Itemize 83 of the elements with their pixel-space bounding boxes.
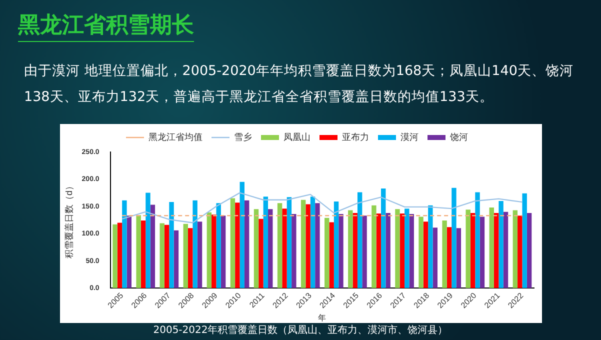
bar xyxy=(489,208,494,288)
bar xyxy=(140,220,146,288)
bar xyxy=(164,224,170,288)
bar xyxy=(526,212,532,288)
bar xyxy=(117,222,122,288)
bar xyxy=(206,212,212,288)
bar xyxy=(348,210,353,288)
bar xyxy=(428,205,433,288)
bar xyxy=(169,202,174,288)
bar xyxy=(310,196,316,288)
bar xyxy=(126,216,132,288)
bar xyxy=(197,222,202,288)
bar xyxy=(286,197,292,288)
bar xyxy=(235,202,240,288)
bar xyxy=(230,198,236,288)
bar xyxy=(404,208,410,288)
bar xyxy=(352,212,358,288)
bar xyxy=(146,192,150,288)
bar xyxy=(475,192,480,288)
bar xyxy=(324,218,330,288)
bar xyxy=(160,223,164,288)
bar xyxy=(372,205,376,288)
bar xyxy=(292,214,296,288)
legend-label: 雪乡 xyxy=(234,132,252,142)
bar xyxy=(188,228,193,288)
bar xyxy=(466,210,470,288)
bar xyxy=(381,188,386,288)
bar xyxy=(258,218,264,288)
bar xyxy=(442,220,447,288)
bar xyxy=(315,203,320,288)
x-axis-title: 年 xyxy=(318,313,326,322)
text: 2005-2022年积雪覆盖日数（凤凰山、亚布力、漠河市、饶河县） xyxy=(152,324,449,337)
bar xyxy=(122,200,127,288)
legend-label: 亚布力 xyxy=(342,132,369,142)
bar xyxy=(216,203,221,288)
bar xyxy=(376,213,382,288)
bar xyxy=(522,193,527,288)
bar xyxy=(192,200,198,288)
bar xyxy=(150,204,156,288)
bar xyxy=(244,200,250,288)
bar xyxy=(212,214,216,288)
bar xyxy=(112,224,118,288)
bar xyxy=(409,214,414,288)
bar xyxy=(512,210,518,288)
bar xyxy=(282,208,287,288)
bar xyxy=(470,212,476,288)
bar xyxy=(338,214,344,288)
chart-subtitle: 由于漠河 地理位置偏北，2005-2020年年均积雪覆盖日数为168天；凤凰山140天、饶河138天、亚布力132天，普遍高于黑龙江省全省积雪覆盖日数的均值133天。 xyxy=(24,62,574,107)
bar xyxy=(498,200,504,288)
bar xyxy=(456,228,462,288)
bar xyxy=(183,224,188,288)
bar xyxy=(362,216,367,288)
legend-label: 黑龙江省均值 xyxy=(148,132,202,142)
bar xyxy=(300,200,306,288)
bar xyxy=(357,192,362,288)
bar xyxy=(136,215,141,288)
bar xyxy=(268,209,273,288)
bar xyxy=(400,213,405,288)
y-axis-title: 积雪覆盖日数（d） xyxy=(64,182,74,259)
bar xyxy=(494,212,499,288)
bar xyxy=(254,209,259,288)
bar xyxy=(386,212,390,288)
legend-label: 饶河 xyxy=(449,132,468,142)
bar xyxy=(418,216,424,288)
legend-label: 凤凰山 xyxy=(284,132,310,142)
bar xyxy=(277,203,282,288)
bar xyxy=(240,182,244,288)
bar xyxy=(329,222,334,288)
bar xyxy=(503,212,508,288)
bar xyxy=(220,216,226,288)
bar xyxy=(452,188,456,288)
bar xyxy=(518,216,522,288)
bar xyxy=(263,196,268,288)
bar xyxy=(432,228,438,288)
bar xyxy=(480,216,485,288)
bar xyxy=(395,209,400,288)
bar xyxy=(446,227,452,288)
bar xyxy=(423,222,428,288)
bar xyxy=(174,230,179,288)
bar xyxy=(334,202,339,288)
chart-title: 黑龙江省积雪期长 xyxy=(18,10,194,42)
bar xyxy=(306,204,310,288)
legend-label: 漠河 xyxy=(400,132,418,142)
